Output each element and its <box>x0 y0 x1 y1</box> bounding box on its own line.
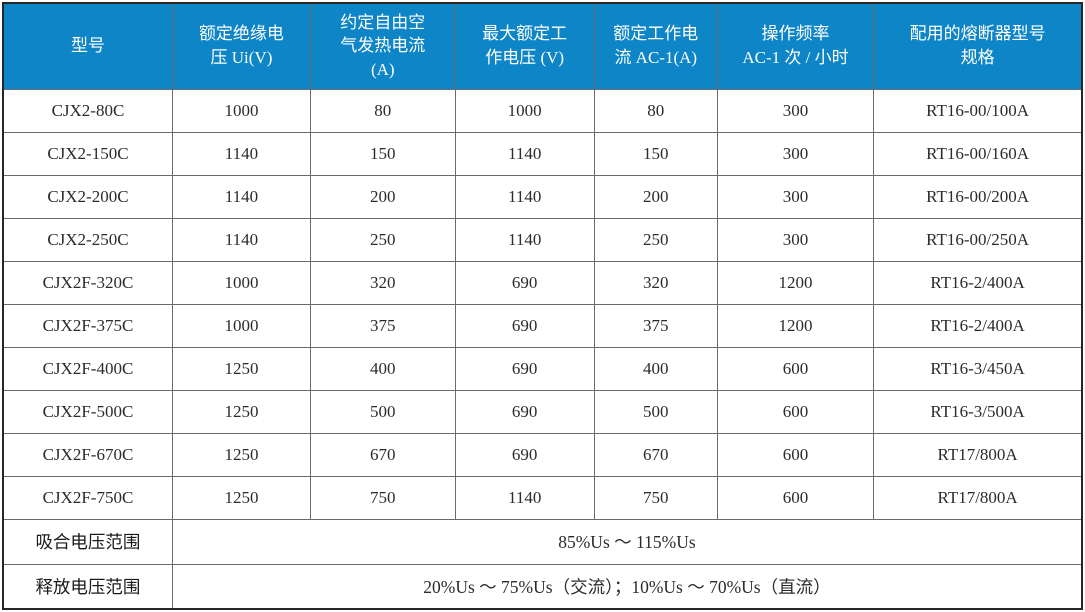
working-current-cell: 375 <box>593 303 718 348</box>
working-current-cell: 670 <box>593 432 718 477</box>
model-cell: CJX2-200C <box>2 174 173 219</box>
table-row: CJX2F-500C 1250 500 690 500 600 RT16-3/5… <box>2 389 1083 434</box>
working-voltage-cell: 690 <box>454 260 595 305</box>
fuse-spec-cell: RT17/800A <box>873 432 1083 477</box>
insulation-voltage-cell: 1140 <box>171 174 312 219</box>
release-voltage-range-value: 20%Us ～ 75%Us（交流）；10%Us ～ 70%Us（直流） <box>171 563 1083 610</box>
thermal-current-cell: 375 <box>310 303 456 348</box>
column-header-max-rated-working-voltage: 最大额定工 作电压 (V) <box>454 2 595 90</box>
model-cell: CJX2F-670C <box>2 432 173 477</box>
working-voltage-cell: 690 <box>454 303 595 348</box>
pickup-voltage-range-row: 吸合电压范围 85%Us ～ 115%Us <box>2 518 1083 565</box>
operating-frequency-cell: 600 <box>716 475 875 520</box>
column-header-rated-working-current: 额定工作电 流 AC-1(A) <box>593 2 718 90</box>
insulation-voltage-cell: 1140 <box>171 217 312 262</box>
model-cell: CJX2-250C <box>2 217 173 262</box>
thermal-current-cell: 150 <box>310 131 456 176</box>
insulation-voltage-cell: 1000 <box>171 88 312 133</box>
working-voltage-cell: 1140 <box>454 217 595 262</box>
operating-frequency-cell: 600 <box>716 389 875 434</box>
table-row: CJX2-80C 1000 80 1000 80 300 RT16-00/100… <box>2 88 1083 133</box>
insulation-voltage-cell: 1250 <box>171 432 312 477</box>
insulation-voltage-cell: 1000 <box>171 260 312 305</box>
table-row: CJX2F-750C 1250 750 1140 750 600 RT17/80… <box>2 475 1083 520</box>
fuse-spec-cell: RT16-3/450A <box>873 346 1083 391</box>
thermal-current-cell: 750 <box>310 475 456 520</box>
fuse-spec-cell: RT16-2/400A <box>873 303 1083 348</box>
thermal-current-cell: 320 <box>310 260 456 305</box>
working-current-cell: 500 <box>593 389 718 434</box>
thermal-current-cell: 80 <box>310 88 456 133</box>
table-row: CJX2-200C 1140 200 1140 200 300 RT16-00/… <box>2 174 1083 219</box>
fuse-spec-cell: RT16-00/160A <box>873 131 1083 176</box>
thermal-current-cell: 670 <box>310 432 456 477</box>
operating-frequency-cell: 300 <box>716 217 875 262</box>
fuse-spec-cell: RT16-3/500A <box>873 389 1083 434</box>
column-header-fuse-spec: 配用的熔断器型号 规格 <box>873 2 1083 90</box>
working-voltage-cell: 690 <box>454 389 595 434</box>
working-current-cell: 320 <box>593 260 718 305</box>
operating-frequency-cell: 1200 <box>716 260 875 305</box>
pickup-voltage-range-value: 85%Us ～ 115%Us <box>171 518 1083 565</box>
table-row: CJX2F-400C 1250 400 690 400 600 RT16-3/4… <box>2 346 1083 391</box>
thermal-current-cell: 400 <box>310 346 456 391</box>
column-header-model: 型号 <box>2 2 173 90</box>
model-cell: CJX2F-750C <box>2 475 173 520</box>
fuse-spec-cell: RT16-00/200A <box>873 174 1083 219</box>
operating-frequency-cell: 1200 <box>716 303 875 348</box>
release-voltage-range-label: 释放电压范围 <box>2 563 173 610</box>
operating-frequency-cell: 300 <box>716 131 875 176</box>
model-cell: CJX2F-375C <box>2 303 173 348</box>
table-row: CJX2F-375C 1000 375 690 375 1200 RT16-2/… <box>2 303 1083 348</box>
operating-frequency-cell: 600 <box>716 432 875 477</box>
working-voltage-cell: 690 <box>454 346 595 391</box>
working-voltage-cell: 1140 <box>454 174 595 219</box>
model-cell: CJX2F-400C <box>2 346 173 391</box>
fuse-spec-cell: RT16-00/100A <box>873 88 1083 133</box>
working-current-cell: 80 <box>593 88 718 133</box>
insulation-voltage-cell: 1250 <box>171 346 312 391</box>
model-cell: CJX2-150C <box>2 131 173 176</box>
table-header-row: 型号 额定绝缘电 压 Ui(V) 约定自由空 气发热电流 (A) 最大额定工 作… <box>2 2 1083 90</box>
working-current-cell: 750 <box>593 475 718 520</box>
working-current-cell: 250 <box>593 217 718 262</box>
thermal-current-cell: 200 <box>310 174 456 219</box>
table-row: CJX2-250C 1140 250 1140 250 300 RT16-00/… <box>2 217 1083 262</box>
table-row: CJX2F-670C 1250 670 690 670 600 RT17/800… <box>2 432 1083 477</box>
working-current-cell: 400 <box>593 346 718 391</box>
working-current-cell: 150 <box>593 131 718 176</box>
insulation-voltage-cell: 1250 <box>171 389 312 434</box>
table-row: CJX2-150C 1140 150 1140 150 300 RT16-00/… <box>2 131 1083 176</box>
model-cell: CJX2F-320C <box>2 260 173 305</box>
insulation-voltage-cell: 1140 <box>171 131 312 176</box>
column-header-rated-insulation-voltage: 额定绝缘电 压 Ui(V) <box>171 2 312 90</box>
fuse-spec-cell: RT16-2/400A <box>873 260 1083 305</box>
thermal-current-cell: 250 <box>310 217 456 262</box>
operating-frequency-cell: 600 <box>716 346 875 391</box>
release-voltage-range-row: 释放电压范围 20%Us ～ 75%Us（交流）；10%Us ～ 70%Us（直… <box>2 563 1083 610</box>
table-row: CJX2F-320C 1000 320 690 320 1200 RT16-2/… <box>2 260 1083 305</box>
pickup-voltage-range-label: 吸合电压范围 <box>2 518 173 565</box>
working-current-cell: 200 <box>593 174 718 219</box>
operating-frequency-cell: 300 <box>716 88 875 133</box>
working-voltage-cell: 690 <box>454 432 595 477</box>
working-voltage-cell: 1140 <box>454 475 595 520</box>
working-voltage-cell: 1140 <box>454 131 595 176</box>
insulation-voltage-cell: 1000 <box>171 303 312 348</box>
fuse-spec-cell: RT17/800A <box>873 475 1083 520</box>
fuse-spec-cell: RT16-00/250A <box>873 217 1083 262</box>
insulation-voltage-cell: 1250 <box>171 475 312 520</box>
operating-frequency-cell: 300 <box>716 174 875 219</box>
thermal-current-cell: 500 <box>310 389 456 434</box>
model-cell: CJX2F-500C <box>2 389 173 434</box>
working-voltage-cell: 1000 <box>454 88 595 133</box>
model-cell: CJX2-80C <box>2 88 173 133</box>
column-header-operating-frequency: 操作频率 AC-1 次 / 小时 <box>716 2 875 90</box>
column-header-free-air-thermal-current: 约定自由空 气发热电流 (A) <box>310 2 456 90</box>
